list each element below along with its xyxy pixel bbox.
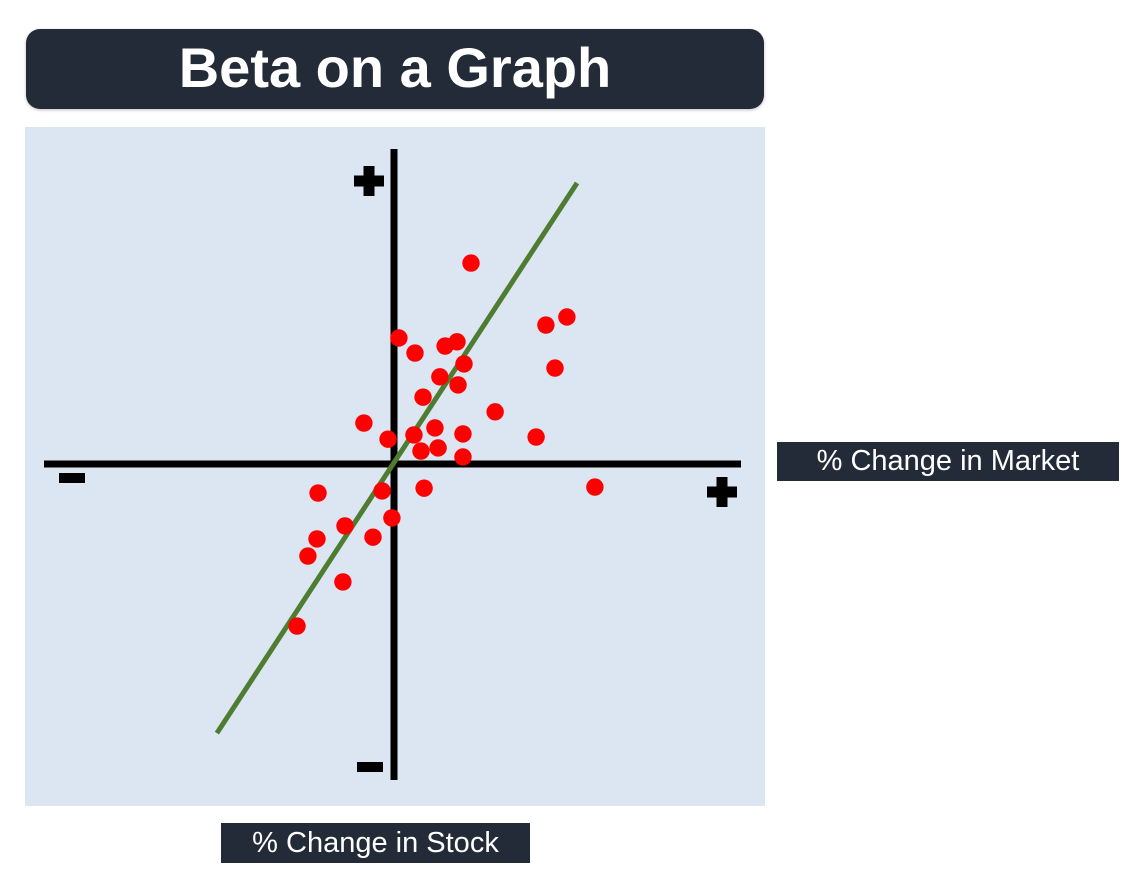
beta-scatter-chart (44, 149, 741, 780)
plus-icon (354, 166, 384, 196)
data-point (415, 479, 433, 497)
data-point (379, 430, 397, 448)
data-point (455, 355, 473, 373)
y-axis-label: % Change in Stock (221, 823, 530, 863)
data-point (334, 573, 352, 591)
chart-panel (25, 127, 765, 806)
data-point (448, 333, 466, 351)
data-point (586, 478, 604, 496)
data-point (527, 428, 545, 446)
data-point (336, 517, 354, 535)
data-point (537, 316, 555, 334)
plus-icon (707, 477, 737, 507)
data-point (364, 528, 382, 546)
x-axis-label: % Change in Market (777, 442, 1119, 481)
data-point (309, 484, 327, 502)
data-point (431, 368, 449, 386)
data-point (412, 442, 430, 460)
data-point (558, 308, 576, 326)
data-point (299, 547, 317, 565)
page-title: Beta on a Graph (178, 35, 612, 99)
data-point (449, 376, 467, 394)
minus-icon (59, 473, 85, 483)
data-point (429, 439, 447, 457)
data-point (546, 359, 564, 377)
data-point (454, 425, 472, 443)
data-point (406, 344, 424, 362)
data-point (383, 509, 401, 527)
data-point (355, 414, 373, 432)
trend-line (214, 181, 580, 735)
data-point (405, 426, 423, 444)
data-point (288, 617, 306, 635)
minus-icon (357, 762, 383, 772)
data-point (462, 254, 480, 272)
data-point (390, 329, 408, 347)
data-point (486, 403, 504, 421)
data-point (454, 448, 472, 466)
data-point (414, 388, 432, 406)
data-point (426, 419, 444, 437)
data-point (308, 530, 326, 548)
title-banner: Beta on a Graph (26, 29, 764, 109)
data-point (373, 482, 391, 500)
